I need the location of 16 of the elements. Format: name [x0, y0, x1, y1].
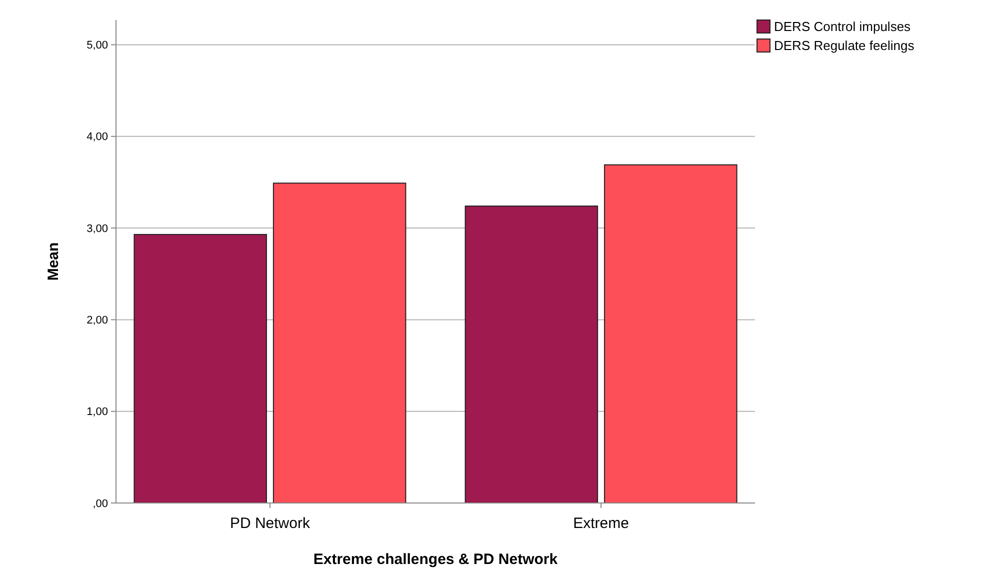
x-axis-title: Extreme challenges & PD Network: [313, 551, 558, 568]
y-axis-title: Mean: [45, 242, 62, 281]
y-tick-label: 3,00: [86, 222, 108, 235]
bar: [134, 234, 267, 504]
legend-label: DERS Regulate feelings: [774, 38, 915, 53]
y-tick-label: 1,00: [86, 406, 108, 418]
x-tick-label: PD Network: [230, 515, 310, 532]
x-tick-label: Extreme: [573, 515, 629, 532]
bar: [604, 164, 738, 504]
bar: [464, 206, 598, 504]
y-tick-label: ,00: [92, 498, 108, 510]
y-tick-label: 4,00: [86, 131, 108, 144]
legend-label: DERS Control impulses: [774, 19, 912, 34]
y-tick-label: 2,00: [86, 314, 108, 327]
bar: [272, 182, 406, 504]
y-tick-label: 5,00: [86, 40, 108, 52]
